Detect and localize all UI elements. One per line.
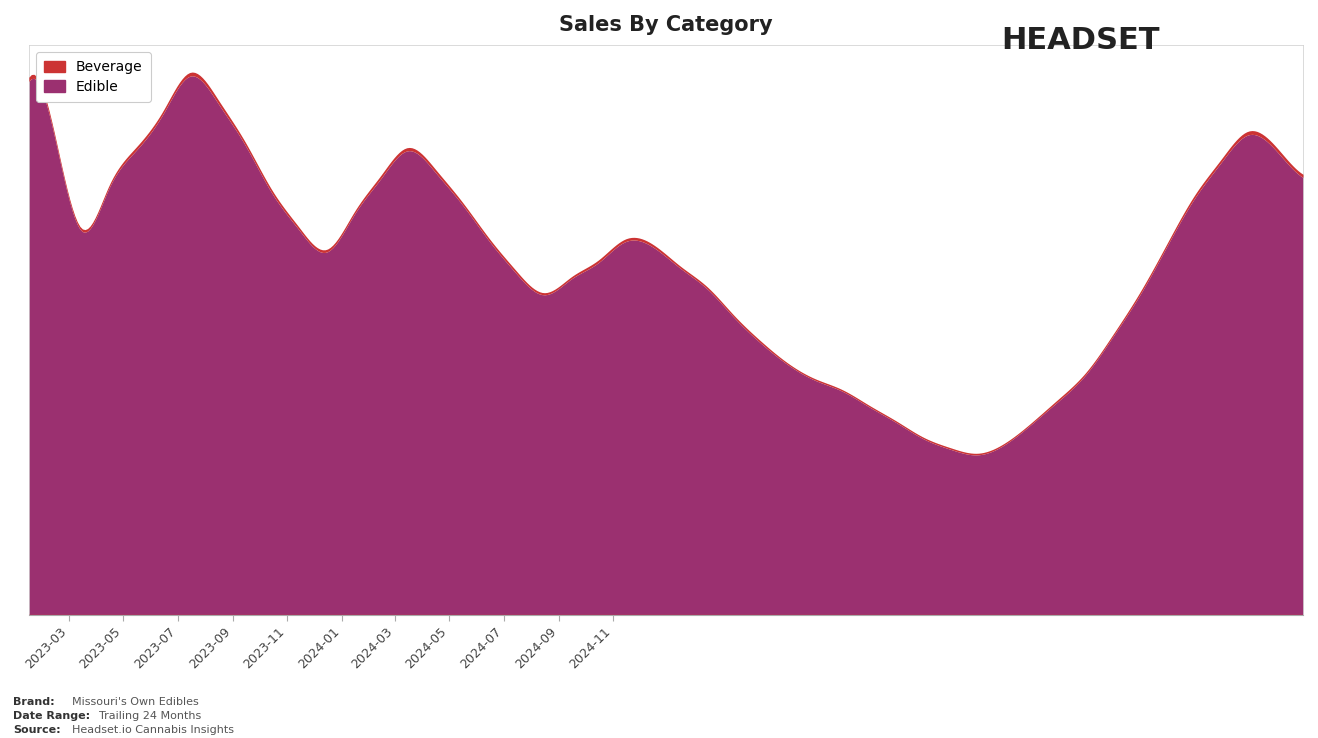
Text: Headset.io Cannabis Insights: Headset.io Cannabis Insights <box>72 725 235 735</box>
Text: Trailing 24 Months: Trailing 24 Months <box>99 711 202 721</box>
Text: Date Range:: Date Range: <box>13 711 91 721</box>
Legend: Beverage, Edible: Beverage, Edible <box>36 52 152 102</box>
Text: Source:: Source: <box>13 725 61 735</box>
Text: HEADSET: HEADSET <box>1002 26 1160 55</box>
Text: Brand:: Brand: <box>13 697 55 707</box>
Title: Sales By Category: Sales By Category <box>559 15 772 35</box>
Text: Missouri's Own Edibles: Missouri's Own Edibles <box>72 697 199 707</box>
